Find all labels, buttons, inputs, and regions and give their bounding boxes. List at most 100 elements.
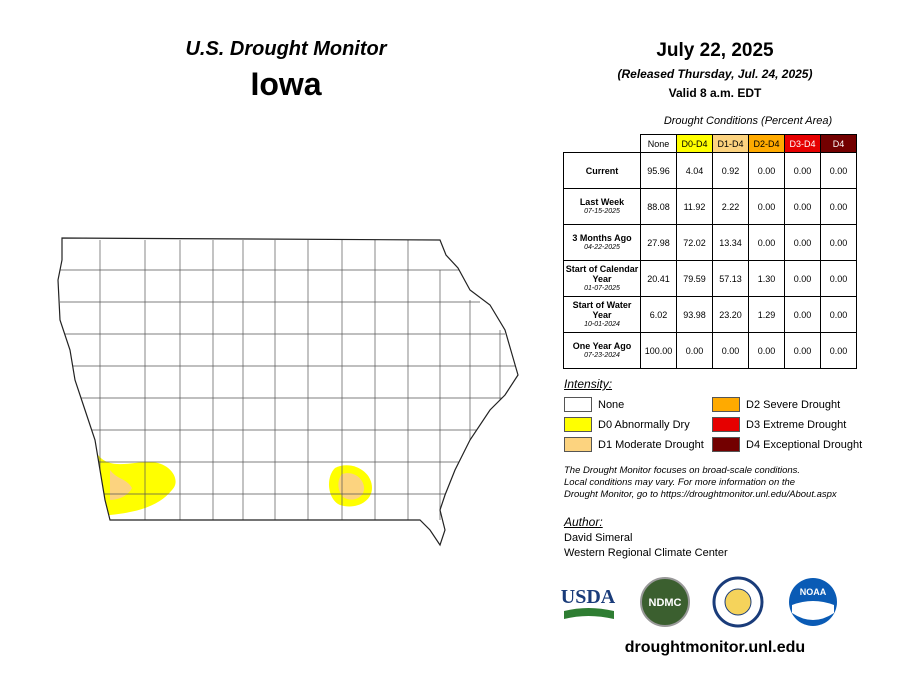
table-row: Start of Calendar Year 01-07-2025 20.41 79.… (563, 260, 857, 297)
cell-value: 20.41 (640, 260, 677, 297)
cell-value: 100.00 (640, 332, 677, 369)
map (57, 237, 519, 547)
cell-value: 88.08 (640, 188, 677, 225)
legend-label: D2 Severe Drought (746, 398, 841, 411)
cell-value: 13.34 (712, 224, 749, 261)
cell-value: 0.00 (784, 224, 821, 261)
legend-label: D0 Abnormally Dry (598, 418, 690, 431)
row-name: Start of Calendar Year (565, 263, 639, 284)
release-date: (Released Thursday, Jul. 24, 2025) (617, 67, 813, 81)
noaa-logo: NOAA (800, 587, 827, 597)
column-header: None (640, 134, 677, 153)
legend-item: D3 Extreme Drought (712, 417, 846, 432)
d1-area (110, 470, 132, 500)
legend-item: D4 Exceptional Drought (712, 437, 862, 452)
author-name: David Simeral (564, 532, 633, 544)
cell-value: 0.92 (712, 152, 749, 189)
usda-logo: USDA (561, 586, 616, 608)
cell-value: 0.00 (820, 260, 857, 297)
state-outline (57, 237, 519, 547)
cell-value: 0.00 (784, 152, 821, 189)
cell-value: 1.29 (748, 296, 785, 333)
ndmc-logo: NDMC (649, 597, 682, 609)
legend-label: None (598, 398, 625, 411)
cell-value: 0.00 (748, 332, 785, 369)
cell-value: 0.00 (820, 188, 857, 225)
valid-time: Valid 8 a.m. EDT (668, 86, 762, 100)
d0-area (98, 455, 176, 515)
cell-value: 0.00 (820, 332, 857, 369)
title: U.S. Drought Monitor (185, 38, 387, 60)
map-date: July 22, 2025 (656, 40, 774, 61)
cell-value: 95.96 (640, 152, 677, 189)
legend-swatch (564, 437, 592, 452)
row-label: Last Week 07-15-2025 (563, 188, 641, 225)
logos: USDA NDMC NOAA (561, 576, 837, 628)
note-line: The Drought Monitor focuses on broad-sca… (564, 465, 801, 476)
cell-value: 0.00 (748, 188, 785, 225)
cell-value: 4.04 (676, 152, 713, 189)
legend-label: D4 Exceptional Drought (746, 438, 863, 451)
cell-value: 27.98 (640, 224, 677, 261)
stats-table: None D0-D4 D1-D4 D2-D4 D3-D4 D4 Current 95.96 4.… (563, 134, 857, 369)
table-row: One Year Ago 07-23-2024 100.00 0.00 0.00 0.00… (563, 332, 857, 369)
legend-item: D1 Moderate Drought (564, 437, 704, 452)
row-name: Last Week (579, 196, 625, 207)
column-header: D4 (820, 134, 857, 153)
legend-item: None (564, 397, 624, 412)
legend-swatch (564, 397, 592, 412)
table-row: 3 Months Ago 04-22-2025 27.98 72.02 13.34 0.0… (563, 224, 857, 261)
author-title: Author: (564, 515, 603, 529)
cell-value: 72.02 (676, 224, 713, 261)
table-row: Current 95.96 4.04 0.92 0.00 0.00 0.00 (563, 152, 857, 189)
note: The Drought Monitor focuses on broad-sca… (564, 465, 837, 501)
header-row: None D0-D4 D1-D4 D2-D4 D3-D4 D4 (564, 134, 857, 153)
state-fill (58, 238, 518, 545)
legend-swatch (564, 417, 592, 432)
table-caption: Drought Conditions (Percent Area) (663, 115, 833, 127)
state-name: Iowa (250, 66, 322, 102)
row-date: 07-23-2024 (584, 351, 620, 359)
cell-value: 23.20 (712, 296, 749, 333)
legend-label: D1 Moderate Drought (598, 438, 704, 451)
cell-value: 57.13 (712, 260, 749, 297)
column-header: D3-D4 (784, 134, 821, 153)
cell-value: 0.00 (748, 224, 785, 261)
note-line: Local conditions may vary. For more info… (564, 477, 796, 488)
row-date: 01-07-2025 (584, 284, 620, 292)
row-label: One Year Ago 07-23-2024 (563, 332, 641, 369)
cell-value: 0.00 (820, 296, 857, 333)
footer-url: droughtmonitor.unl.edu (624, 639, 806, 656)
corner (564, 135, 641, 153)
row-date: 04-22-2025 (584, 243, 620, 251)
legend-swatch (712, 437, 740, 452)
table-row: Last Week 07-15-2025 88.08 11.92 2.22 0.00 0.0… (563, 188, 857, 225)
ndmc-circle (640, 577, 690, 627)
legend-item: D2 Severe Drought (712, 397, 840, 412)
cell-value: 93.98 (676, 296, 713, 333)
row-label: 3 Months Ago 04-22-2025 (563, 224, 641, 261)
column-header: D0-D4 (676, 134, 713, 153)
cell-value: 0.00 (784, 296, 821, 333)
row-date: 07-15-2025 (584, 207, 620, 215)
row-name: Current (585, 165, 619, 176)
cell-value: 0.00 (748, 152, 785, 189)
note-line: Drought Monitor, go to https://droughtmo… (564, 489, 837, 500)
row-label: Current (563, 152, 641, 189)
cell-value: 0.00 (712, 332, 749, 369)
column-header: D1-D4 (712, 134, 749, 153)
row-name: Start of Water Year (572, 299, 632, 320)
cell-value: 1.30 (748, 260, 785, 297)
cell-value: 0.00 (820, 152, 857, 189)
cell-value: 0.00 (784, 188, 821, 225)
cell-value: 0.00 (820, 224, 857, 261)
legend-swatch (712, 417, 740, 432)
cell-value: 0.00 (676, 332, 713, 369)
row-name: One Year Ago (572, 340, 632, 351)
legend-swatch (712, 397, 740, 412)
cell-value: 0.00 (784, 332, 821, 369)
row-label: Start of Calendar Year 01-07-2025 (563, 260, 641, 297)
noaa-bird (792, 601, 834, 620)
table-row: Start of Water Year 10-01-2024 6.02 93.98 23… (563, 296, 857, 333)
